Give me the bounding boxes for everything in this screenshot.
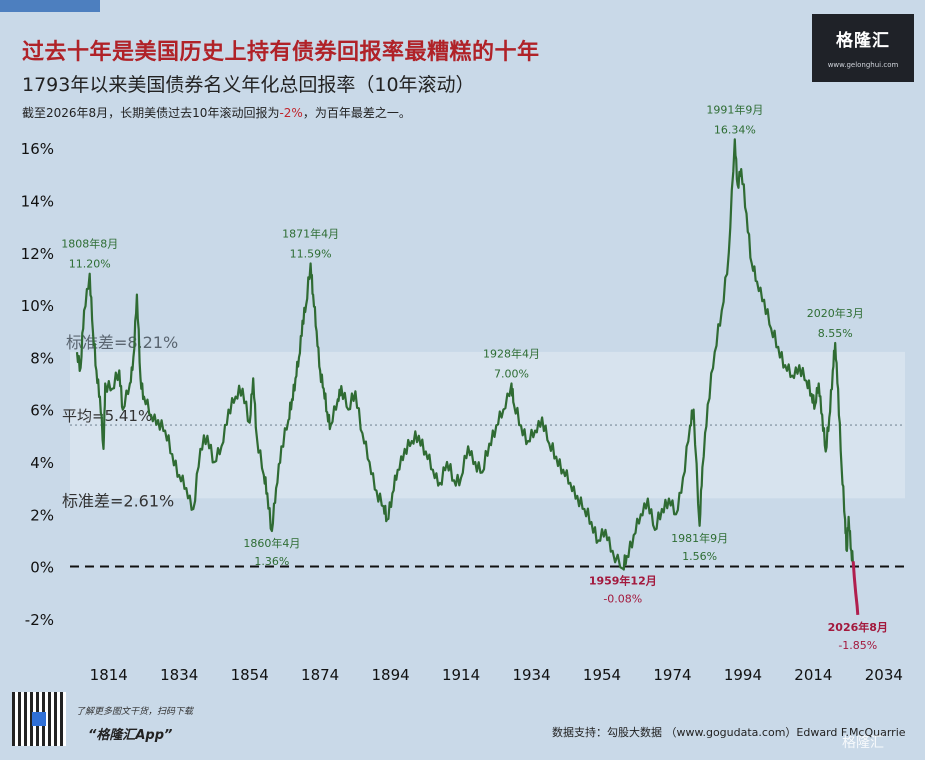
series-line-red — [851, 561, 860, 616]
y-tick-label: 8% — [30, 349, 54, 367]
annotation-date: 1991年9月 — [706, 102, 763, 116]
series-line-green — [75, 138, 854, 571]
x-tick-label: 1854 — [231, 666, 269, 684]
chart-note: 截至2026年8月，长期美债过去10年滚动回报为-2%，为百年最差之一。 — [22, 104, 411, 121]
annotation-value: -1.85% — [838, 639, 877, 652]
x-tick-label: 2014 — [794, 666, 832, 684]
chart-subtitle: 1793年以来美国债券名义年化总回报率（10年滚动） — [22, 74, 475, 96]
app-name: “格隆汇App” — [88, 728, 173, 743]
annotation-date: 1959年12月 — [589, 574, 657, 588]
x-tick-label: 1934 — [512, 666, 550, 684]
annotation-date: 1928年4月 — [483, 347, 540, 361]
std-dev-lower-label: 标准差=2.61% — [62, 491, 174, 510]
annotation-value: 1.56% — [682, 550, 717, 563]
annotation-value: -0.08% — [603, 593, 642, 606]
annotation-value: 16.34% — [714, 123, 756, 136]
brand-name: 格隆汇 — [836, 31, 890, 51]
annotation-value: 7.00% — [494, 368, 529, 381]
x-tick-label: 1814 — [90, 666, 128, 684]
bond-return-line-chart: -2% 0% 2% 4% 6% 8% 10% 12% 14% 16% 1814 1834 1854 187… — [21, 102, 905, 684]
average-label: 平均=5.41% — [62, 407, 152, 425]
x-tick-label: 1974 — [653, 666, 691, 684]
chart-title: 过去十年是美国历史上持有债券回报率最糟糕的十年 — [22, 40, 540, 65]
x-tick-label: 2034 — [865, 666, 903, 684]
x-tick-label: 1894 — [372, 666, 410, 684]
x-tick-label: 1914 — [442, 666, 480, 684]
y-tick-label: 12% — [21, 245, 54, 263]
note-suffix: ，为百年最差之一。 — [302, 106, 411, 120]
annotation-value: 11.20% — [69, 258, 111, 271]
annotation-value: 1.36% — [254, 555, 289, 568]
x-tick-label: 1994 — [724, 666, 762, 684]
annotation-date: 1808年8月 — [61, 237, 118, 251]
y-tick-label: 16% — [21, 140, 54, 158]
x-tick-label: 1874 — [301, 666, 339, 684]
y-tick-label: -2% — [25, 611, 54, 629]
y-tick-label: 6% — [30, 402, 54, 420]
note-prefix: 截至2026年8月，长期美债过去10年滚动回报为 — [22, 106, 280, 120]
annotation-date: 1860年4月 — [243, 536, 300, 550]
data-source: 数据支持：勾股大数据 （www.gogudata.com）Edward F.Mc… — [552, 726, 906, 739]
y-tick-label: 10% — [21, 297, 54, 315]
qr-code — [12, 692, 66, 746]
y-tick-label: 2% — [30, 506, 54, 524]
annotation-date: 1981年9月 — [671, 531, 728, 545]
watermark: 格隆汇 — [842, 735, 884, 751]
download-cta: 了解更多图文干货，扫码下载 — [76, 707, 194, 717]
y-tick-label: 14% — [21, 192, 54, 210]
x-tick-label: 1954 — [583, 666, 621, 684]
annotation-value: 11.59% — [290, 247, 332, 260]
corner-tab — [0, 0, 100, 12]
note-value: -2% — [279, 106, 303, 120]
brand-url: www.gelonghui.com — [827, 61, 899, 69]
annotation-value: 8.55% — [818, 327, 853, 340]
y-tick-label: 0% — [30, 559, 54, 577]
annotation-date: 2020年3月 — [807, 306, 864, 320]
annotation-date: 1871年4月 — [282, 226, 339, 240]
qr-logo-icon — [32, 712, 46, 726]
annotation-date: 2026年8月 — [828, 620, 888, 634]
x-tick-label: 1834 — [160, 666, 198, 684]
brand-logo: 格隆汇 www.gelonghui.com — [812, 14, 914, 82]
footer: 了解更多图文干货，扫码下载 “格隆汇App” 数据支持：勾股大数据 （www.g… — [0, 688, 925, 760]
y-tick-label: 4% — [30, 454, 54, 472]
